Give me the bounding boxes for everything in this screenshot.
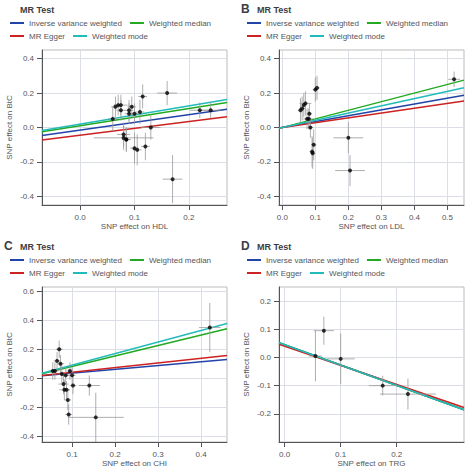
svg-text:Inverse variance weighted: Inverse variance weighted [29,19,122,28]
svg-text:MR Egger: MR Egger [266,269,302,278]
svg-text:0.0: 0.0 [260,123,272,132]
svg-text:MR Test: MR Test [257,5,291,15]
svg-text:-0.4: -0.4 [257,192,271,201]
svg-text:0.2: 0.2 [23,89,35,98]
svg-text:0.3: 0.3 [376,213,388,222]
svg-text:-0.2: -0.2 [20,403,34,412]
svg-text:Weighted median: Weighted median [386,19,448,28]
svg-text:Inverse variance weighted: Inverse variance weighted [266,256,359,265]
svg-text:0.4: 0.4 [196,450,208,459]
svg-text:0.1: 0.1 [335,450,347,459]
svg-text:Inverse variance weighted: Inverse variance weighted [29,256,122,265]
svg-text:0.0: 0.0 [279,450,291,459]
svg-text:MR Test: MR Test [20,5,54,15]
svg-text:0.5: 0.5 [442,213,454,222]
svg-text:0.2: 0.2 [260,89,272,98]
svg-text:-0.1: -0.1 [257,381,271,390]
svg-text:0.0: 0.0 [260,353,272,362]
svg-text:Weighted median: Weighted median [149,256,211,265]
svg-text:0.2: 0.2 [183,213,195,222]
svg-text:0.2: 0.2 [110,450,122,459]
svg-text:0.1: 0.1 [310,213,322,222]
svg-text:0.1: 0.1 [67,450,79,459]
svg-text:Weighted mode: Weighted mode [329,32,385,41]
svg-text:SNP effect on CHI: SNP effect on CHI [102,459,167,468]
svg-text:SNP effect on TRG: SNP effect on TRG [337,459,405,468]
svg-text:D: D [241,239,250,253]
svg-text:-0.4: -0.4 [20,432,34,441]
svg-text:0.1: 0.1 [260,325,272,334]
svg-text:0.2: 0.2 [391,450,403,459]
svg-text:0.6: 0.6 [23,287,35,296]
svg-text:0.2: 0.2 [343,213,355,222]
svg-text:MR Test: MR Test [257,242,291,252]
svg-text:Inverse variance weighted: Inverse variance weighted [266,19,359,28]
svg-text:SNP effect on BtC: SNP effect on BtC [5,95,14,160]
svg-text:-0.4: -0.4 [20,192,34,201]
svg-text:0.2: 0.2 [260,297,272,306]
svg-text:0.0: 0.0 [23,123,35,132]
svg-text:0.4: 0.4 [260,54,272,63]
svg-text:MR Egger: MR Egger [29,32,65,41]
svg-text:-0.2: -0.2 [257,409,271,418]
svg-text:0.0: 0.0 [277,213,289,222]
svg-text:B: B [241,2,250,16]
svg-text:C: C [4,239,13,253]
svg-text:SNP effect on LDL: SNP effect on LDL [339,222,406,231]
svg-text:0.1: 0.1 [129,213,141,222]
svg-text:MR Test: MR Test [20,242,54,252]
svg-text:MR Egger: MR Egger [266,32,302,41]
svg-text:0.2: 0.2 [23,345,35,354]
svg-text:Weighted mode: Weighted mode [329,269,385,278]
svg-text:-0.2: -0.2 [20,157,34,166]
svg-text:MR Egger: MR Egger [29,269,65,278]
svg-text:Weighted median: Weighted median [386,256,448,265]
svg-text:0.4: 0.4 [23,316,35,325]
svg-text:-0.2: -0.2 [257,157,271,166]
svg-text:0.0: 0.0 [23,374,35,383]
svg-text:0.0: 0.0 [75,213,87,222]
svg-text:Weighted median: Weighted median [149,19,211,28]
svg-text:Weighted mode: Weighted mode [92,32,148,41]
svg-text:SNP effect on HDL: SNP effect on HDL [101,222,169,231]
svg-text:SNP effect on BtC: SNP effect on BtC [242,332,251,397]
svg-text:SNP effect on BtC: SNP effect on BtC [5,332,14,397]
svg-text:0.4: 0.4 [409,213,421,222]
svg-text:0.3: 0.3 [153,450,165,459]
svg-text:SNP effect on BtC: SNP effect on BtC [242,95,251,160]
svg-text:0.4: 0.4 [23,54,35,63]
svg-text:Weighted mode: Weighted mode [92,269,148,278]
